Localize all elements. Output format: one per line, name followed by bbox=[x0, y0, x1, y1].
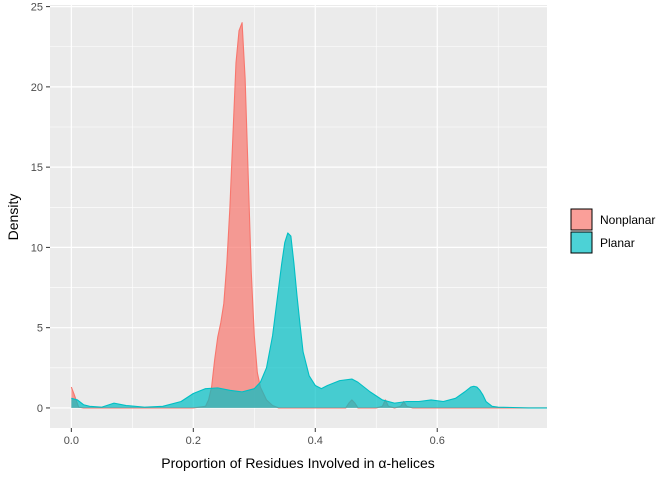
legend-item-nonplanar: Nonplanar bbox=[570, 208, 655, 231]
x-axis-ticks: 0.0 0.2 0.4 0.6 bbox=[64, 428, 445, 447]
x-axis-title: Proportion of Residues Involved in α-hel… bbox=[161, 455, 434, 471]
y-tick-label: 20 bbox=[31, 82, 43, 94]
y-tick-label: 0 bbox=[37, 403, 43, 415]
y-axis-ticks: 0 5 10 15 20 25 bbox=[31, 2, 50, 415]
x-tick-label: 0.0 bbox=[64, 435, 79, 447]
x-tick-label: 0.4 bbox=[308, 435, 323, 447]
legend: Nonplanar Planar bbox=[570, 208, 655, 254]
legend-label-nonplanar: Nonplanar bbox=[600, 213, 655, 227]
y-axis-title: Density bbox=[5, 194, 21, 241]
y-tick-label: 5 bbox=[37, 323, 43, 335]
y-tick-label: 10 bbox=[31, 242, 43, 254]
series-layer bbox=[70, 22, 547, 409]
grid-minor bbox=[50, 5, 547, 428]
y-tick-label: 15 bbox=[31, 162, 43, 174]
density-line-planar bbox=[71, 232, 547, 409]
y-tick-label: 25 bbox=[31, 2, 43, 14]
legend-label-planar: Planar bbox=[600, 236, 635, 250]
legend-key-nonplanar bbox=[570, 208, 593, 231]
legend-item-planar: Planar bbox=[570, 231, 635, 254]
x-tick-label: 0.2 bbox=[186, 435, 201, 447]
legend-key-planar bbox=[570, 231, 593, 254]
x-tick-label: 0.6 bbox=[430, 435, 445, 447]
